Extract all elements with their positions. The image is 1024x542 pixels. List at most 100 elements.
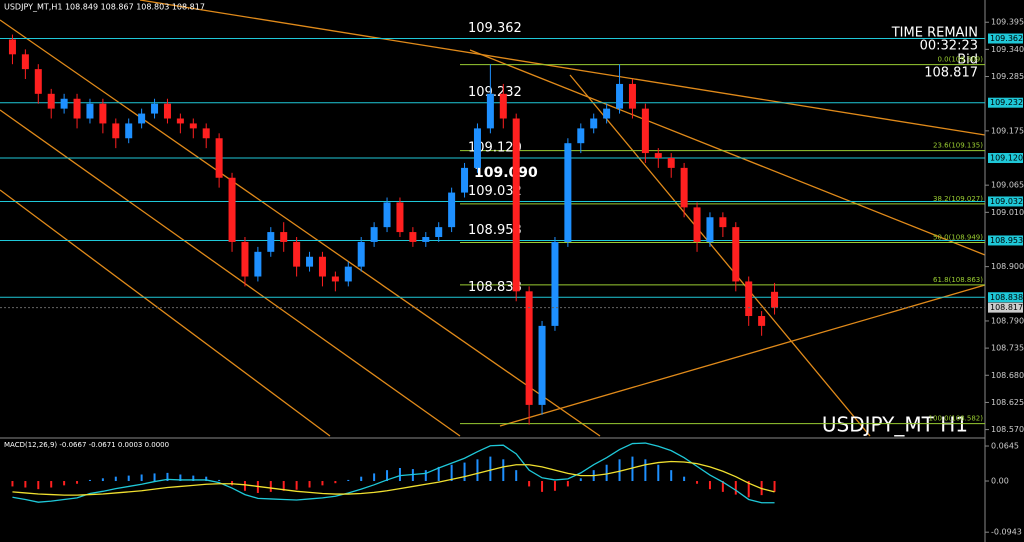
candle-body	[8, 39, 16, 55]
level-label: 109.362	[468, 21, 522, 36]
candle-body	[228, 177, 236, 242]
trend-line	[0, 109, 461, 437]
candle-body	[357, 241, 365, 267]
y-tick-label: -0.0943	[991, 528, 1022, 537]
candle-body	[628, 83, 636, 109]
trend-line	[0, 189, 331, 437]
fib-label: 100.0(108.582)	[929, 415, 984, 423]
level-box	[988, 97, 1023, 108]
candle-body	[564, 143, 572, 242]
candle-body	[538, 325, 546, 405]
candle-body	[499, 93, 507, 119]
candle-body	[306, 256, 314, 267]
trend-line	[469, 49, 986, 256]
candle-body	[189, 123, 197, 129]
candle-body	[138, 113, 146, 124]
level-label: 109.032	[468, 184, 522, 199]
candle-body	[47, 93, 55, 109]
level-box-label: 109.232	[990, 98, 1023, 107]
y-tick-label: 109.340	[991, 45, 1024, 54]
fib-label: 61.8(108.863)	[933, 276, 983, 284]
candle-body	[435, 227, 443, 238]
candle-body	[525, 291, 533, 405]
candle-body	[693, 207, 701, 242]
watermark: USDJPY_MT H1	[822, 413, 968, 437]
y-tick-label: 108.570	[991, 425, 1024, 434]
level-label: 108.953	[468, 223, 522, 238]
candle-body	[151, 103, 159, 114]
macd-line	[12, 460, 775, 496]
y-tick-label: 109.175	[991, 126, 1024, 135]
level-label: 109.120	[468, 141, 522, 156]
candle-body	[745, 281, 753, 317]
y-tick-label: 108.680	[991, 371, 1024, 380]
level-box	[988, 292, 1023, 303]
candle-body	[99, 103, 107, 124]
fib-label: 23.6(109.135)	[933, 142, 983, 150]
fib-label: 38.2(109.027)	[933, 195, 983, 203]
candle-body	[590, 118, 598, 129]
candle-body	[112, 123, 120, 139]
level-label: 109.232	[468, 85, 522, 100]
level-label: 108.838	[468, 280, 522, 295]
bid-value: 108.817	[924, 66, 978, 81]
candle-body	[654, 153, 662, 159]
trend-lines	[0, 0, 986, 437]
candle-body	[719, 217, 727, 228]
fib-label: 0.0(109.309)	[937, 56, 983, 64]
y-tick-label: 109.285	[991, 72, 1024, 81]
macd-line	[12, 442, 775, 504]
level-box-label: 108.838	[990, 293, 1023, 302]
candle-body	[512, 118, 520, 292]
candle-body	[21, 54, 29, 70]
candle-body	[732, 227, 740, 282]
y-tick-label: 109.065	[991, 181, 1024, 190]
candle-body	[577, 128, 585, 144]
y-tick-label: 109.010	[991, 208, 1024, 217]
candle-body	[241, 241, 249, 277]
bid-box	[988, 302, 1023, 313]
candle-body	[667, 158, 675, 168]
time-remain: 00:32:23	[920, 39, 978, 54]
level-box-label: 109.032	[990, 197, 1023, 206]
candle-body	[34, 69, 42, 94]
candle-body	[163, 103, 171, 119]
y-tick-label: 0.0645	[991, 442, 1019, 451]
candle-body	[396, 202, 404, 233]
y-tick-label: 0.00	[991, 477, 1009, 486]
candle-body	[409, 232, 417, 242]
candle-body	[383, 202, 391, 228]
level-box	[988, 153, 1023, 164]
trend-line	[139, 0, 986, 136]
macd-title: MACD(12,26,9) -0.0667 -0.0671 0.0003 0.0…	[4, 441, 169, 449]
candle-body	[603, 108, 611, 119]
candle-body	[293, 241, 301, 267]
y-tick-label: 108.900	[991, 262, 1024, 271]
candle-body	[448, 192, 456, 228]
level-box-label: 108.953	[990, 236, 1023, 245]
level-box-label: 109.120	[990, 154, 1023, 163]
candle-body	[267, 232, 275, 252]
candle-body	[254, 251, 262, 277]
candle-body	[73, 98, 81, 119]
trend-line	[569, 74, 871, 437]
candle-body	[202, 128, 210, 139]
candle-body	[551, 241, 559, 326]
bid-box-label: 108.817	[990, 303, 1023, 312]
chart-title: USDJPY_MT,H1 108.849 108.867 108.803 108…	[4, 3, 205, 12]
candle-body	[422, 237, 430, 242]
level-box-label: 109.362	[990, 34, 1023, 43]
fib-label: 50.0(108.949)	[933, 233, 983, 241]
candle-body	[486, 93, 494, 129]
candle-body	[706, 217, 714, 242]
candle-body	[344, 266, 352, 282]
trend-line	[499, 284, 986, 427]
candle-body	[771, 291, 779, 308]
level-box	[988, 196, 1023, 207]
candle-body	[461, 167, 469, 193]
candle-body	[370, 227, 378, 242]
candle-body	[86, 103, 94, 119]
